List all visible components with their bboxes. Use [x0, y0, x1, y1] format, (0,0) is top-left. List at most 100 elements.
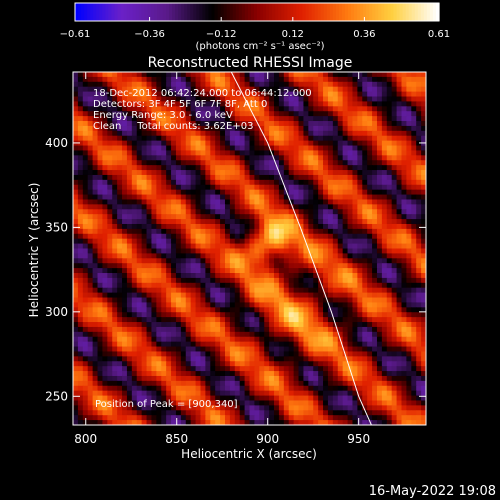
colorbar-cell [162, 3, 167, 21]
colorbar-cell [78, 3, 82, 21]
colorbar-cell [244, 3, 249, 21]
heatmap-cell [406, 155, 412, 161]
heatmap-cell [327, 302, 334, 308]
heatmap-cell [239, 81, 246, 88]
heatmap-cell [259, 248, 265, 254]
heatmap-cell [73, 326, 79, 333]
heatmap-cell [298, 111, 304, 117]
heatmap-cell [175, 155, 182, 161]
heatmap-cell [239, 282, 246, 289]
heatmap-cell [396, 199, 402, 205]
heatmap-cell [156, 204, 162, 210]
heatmap-cell [171, 385, 177, 392]
heatmap-cell [259, 307, 265, 313]
heatmap-cell [82, 287, 89, 294]
heatmap-cell [131, 253, 138, 259]
heatmap-cell [386, 96, 393, 102]
heatmap-cell [274, 243, 280, 249]
heatmap-cell [180, 336, 187, 343]
heatmap-cell [298, 121, 304, 127]
heatmap-cell [244, 346, 250, 352]
heatmap-cell [298, 253, 304, 259]
heatmap-cell [416, 282, 422, 289]
heatmap-cell [205, 174, 211, 181]
heatmap-cell [352, 130, 358, 137]
heatmap-cell [180, 130, 187, 137]
heatmap-cell [313, 292, 319, 299]
heatmap-cell [327, 361, 334, 367]
heatmap-cell [303, 361, 309, 367]
heatmap-cell [362, 214, 368, 220]
heatmap-cell [244, 91, 250, 98]
heatmap-cell [411, 179, 417, 186]
heatmap-cell [318, 121, 324, 127]
heatmap-cell [283, 150, 290, 156]
heatmap-cell [210, 351, 216, 357]
heatmap-cell [82, 243, 89, 249]
heatmap-cell [401, 375, 407, 382]
heatmap-cell [288, 277, 295, 284]
heatmap-cell [200, 395, 206, 401]
colorbar-cell [263, 3, 267, 21]
heatmap-cell [337, 170, 344, 176]
heatmap-cell [381, 184, 388, 191]
heatmap-cell [200, 130, 206, 137]
heatmap-cell [171, 287, 177, 294]
heatmap-cell [122, 258, 128, 264]
heatmap-cell [126, 76, 133, 83]
heatmap-cell [386, 91, 393, 98]
heatmap-cell [200, 81, 206, 88]
heatmap-cell [249, 125, 255, 132]
heatmap-cell [332, 346, 339, 352]
heatmap-cell [288, 194, 295, 200]
heatmap-cell [82, 400, 89, 406]
heatmap-cell [347, 243, 353, 249]
heatmap-cell [357, 233, 363, 240]
heatmap-cell [264, 233, 270, 240]
heatmap-cell [77, 361, 84, 367]
heatmap-cell [347, 371, 353, 377]
heatmap-cell [372, 155, 378, 161]
heatmap-cell [278, 135, 285, 142]
heatmap-cell [180, 91, 187, 98]
heatmap-cell [298, 91, 304, 98]
heatmap-cell [151, 155, 157, 161]
heatmap-cell [77, 233, 84, 240]
heatmap-cell [249, 170, 255, 176]
heatmap-cell [381, 101, 388, 107]
heatmap-cell [323, 170, 329, 176]
heatmap-cell [107, 145, 113, 151]
heatmap-cell [303, 199, 309, 205]
heatmap-cell [180, 155, 187, 161]
heatmap-cell [342, 375, 349, 382]
colorbar-cell [372, 3, 376, 21]
heatmap-cell [151, 199, 157, 205]
heatmap-cell [107, 346, 113, 352]
heatmap-cell [161, 145, 167, 151]
heatmap-cell [92, 130, 99, 137]
heatmap-cell [126, 233, 133, 240]
heatmap-cell [376, 273, 383, 279]
heatmap-cell [131, 135, 138, 142]
heatmap-cell [406, 317, 412, 323]
heatmap-cell [367, 101, 373, 107]
heatmap-cell [303, 336, 309, 343]
heatmap-cell [406, 351, 412, 357]
heatmap-cell [244, 160, 250, 166]
heatmap-cell [136, 297, 143, 303]
heatmap-cell [421, 302, 426, 308]
heatmap-cell [239, 214, 246, 220]
heatmap-cell [224, 243, 231, 249]
heatmap-cell [244, 248, 250, 254]
heatmap-cell [421, 121, 426, 127]
heatmap-cell [411, 268, 417, 274]
heatmap-cell [288, 130, 295, 137]
heatmap-cell [421, 292, 426, 299]
heatmap-cell [357, 243, 363, 249]
heatmap-cell [136, 189, 143, 196]
heatmap-cell [215, 307, 221, 313]
heatmap-cell [92, 317, 99, 323]
heatmap-cell [73, 179, 79, 186]
heatmap-cell [278, 375, 285, 382]
heatmap-cell [381, 356, 388, 362]
